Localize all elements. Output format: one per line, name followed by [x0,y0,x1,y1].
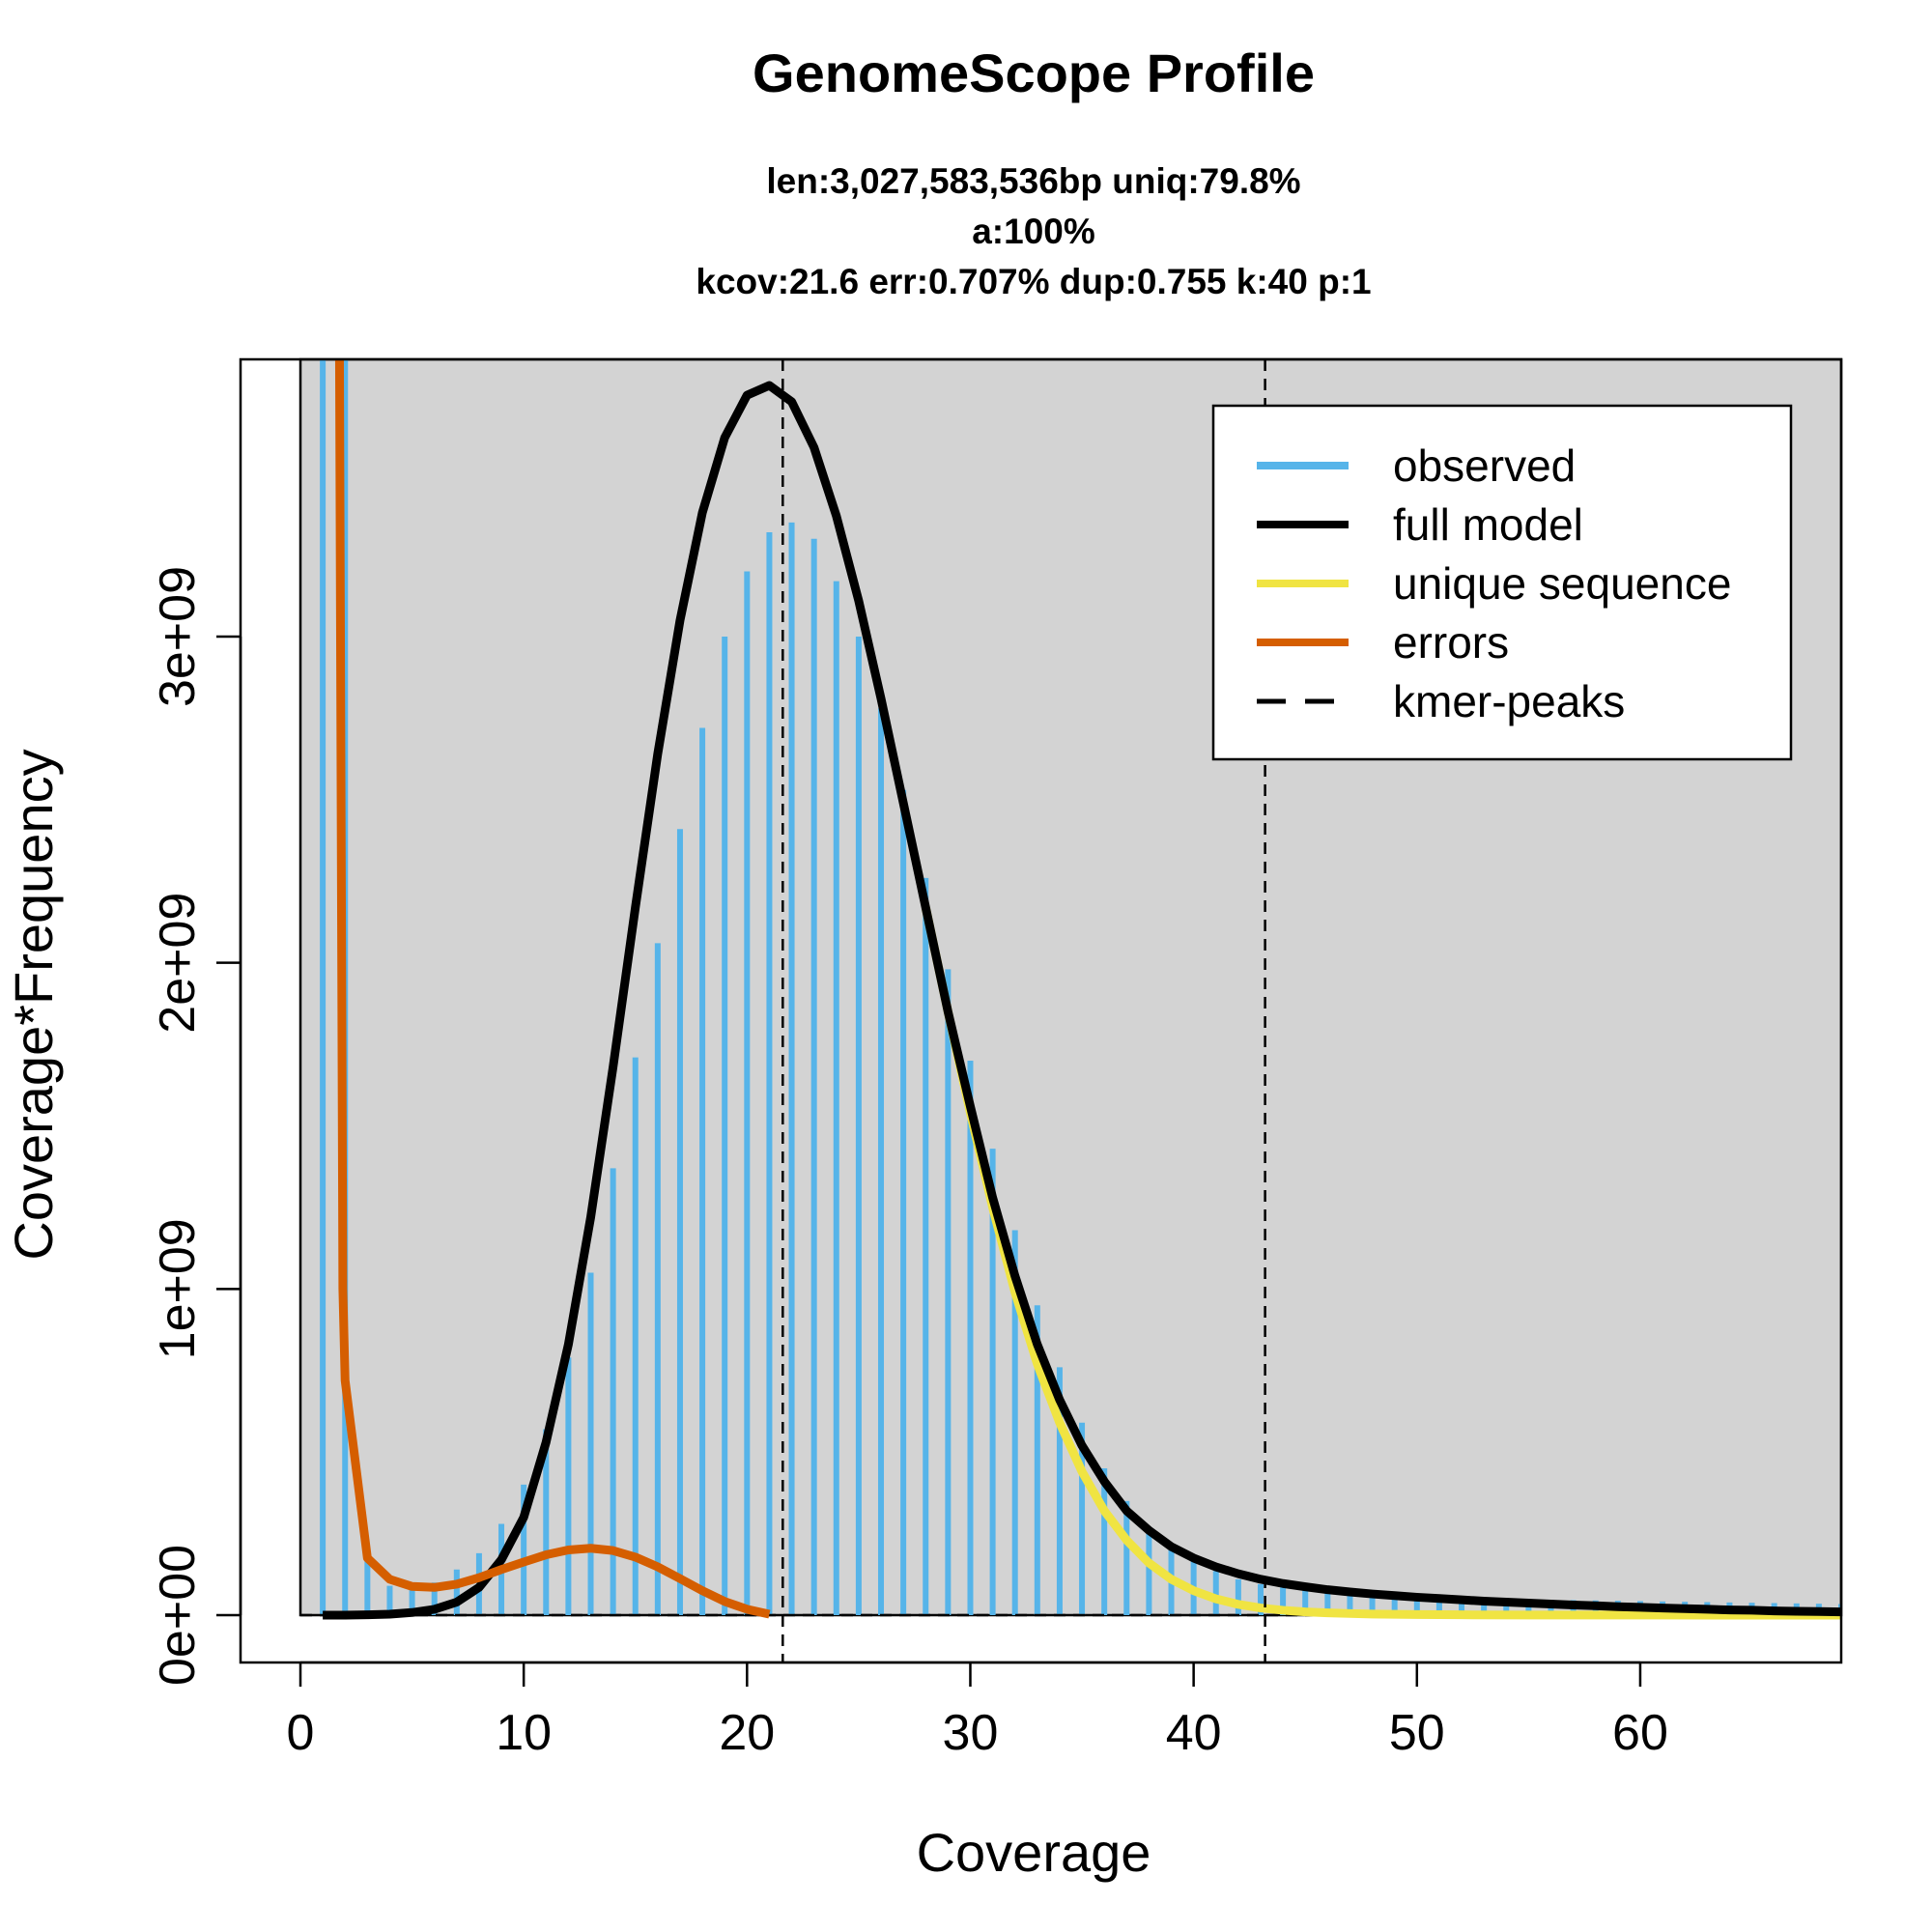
chart-subtitle-line-3: kcov:21.6 err:0.707% dup:0.755 k:40 p:1 [696,262,1371,301]
x-tick-label: 50 [1389,1705,1445,1761]
legend: observed full model unique sequence errors k… [1211,404,1793,761]
legend-label: unique sequence [1393,558,1731,609]
legend-label: observed [1393,440,1576,491]
unique-sequence-line [921,906,1841,1620]
y-tick-label: 0e+00 [150,1545,206,1686]
legend-label: full model [1393,499,1583,550]
x-tick-label: 0 [287,1705,315,1761]
x-tick-label: 60 [1612,1705,1668,1761]
x-tick-label: 40 [1166,1705,1222,1761]
legend-label: kmer-peaks [1393,676,1625,726]
x-tick-label: 30 [943,1705,999,1761]
full-model-line [323,381,1841,1620]
chart-subtitle-line-1: len:3,027,583,536bp uniq:79.8% [766,161,1300,201]
errors-line [334,359,771,1619]
x-axis: 0 10 20 30 40 50 60 [287,1661,1668,1761]
chart-title: GenomeScope Profile [753,43,1315,103]
y-tick-label: 3e+09 [150,566,206,707]
x-axis-label: Coverage [917,1822,1151,1883]
y-tick-label: 1e+09 [150,1218,206,1359]
x-tick-label: 10 [496,1705,552,1761]
y-axis: 0e+00 1e+09 2e+09 3e+09 [150,566,242,1686]
y-tick-label: 2e+09 [150,893,206,1034]
y-axis-label: Coverage*Frequency [3,749,64,1260]
x-tick-label: 20 [719,1705,775,1761]
legend-label: errors [1393,617,1509,668]
chart-subtitle-line-2: a:100% [972,212,1095,251]
